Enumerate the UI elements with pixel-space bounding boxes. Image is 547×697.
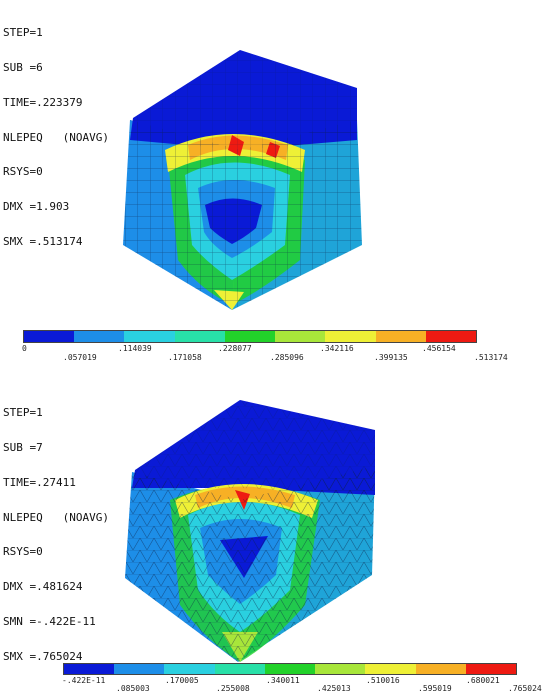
info-line: RSYS=0: [3, 545, 43, 559]
legend-tick: .513174: [474, 353, 508, 362]
legend-color-segment: [275, 331, 326, 342]
info-line: SUB =6: [3, 60, 43, 74]
legend-tick: -.422E-11: [62, 676, 106, 685]
legend-color-segment: [124, 331, 175, 342]
fe-mesh-plot-2: [125, 400, 375, 662]
legend-tick: .255008: [216, 684, 250, 693]
legend-color-segment: [315, 664, 366, 674]
legend-color-segment: [365, 664, 416, 674]
legend-tick: .765024: [508, 684, 542, 693]
legend-color-segment: [24, 331, 75, 342]
legend-color-segment: [375, 331, 426, 342]
legend-color-segment: [465, 664, 516, 674]
legend-tick: .680021: [466, 676, 500, 685]
legend-color-segment: [174, 331, 225, 342]
fe-mesh-plot-1: [123, 50, 362, 310]
info-line: STEP=1: [3, 26, 43, 40]
info-line: NLEPEQ (NOAVG): [3, 510, 109, 524]
info-line: SUB =7: [3, 440, 43, 454]
legend-tick: .228077: [218, 344, 252, 353]
legend-color-segment: [114, 664, 165, 674]
color-legend-bar-1: [23, 330, 477, 343]
info-line: TIME=.223379: [3, 95, 83, 109]
legend-tick: .456154: [422, 344, 456, 353]
result-info-1: STEP=1 SUB =6 TIME=.223379 NLEPEQ (NOAVG…: [3, 4, 109, 271]
color-legend-bar-2: [63, 663, 517, 675]
info-line: SMX =.765024: [3, 649, 83, 663]
legend-tick: 0: [22, 344, 27, 353]
legend-color-segment: [214, 664, 265, 674]
result-panel-2: STEP=1 SUB =7 TIME=.27411 NLEPEQ (NOAVG)…: [0, 370, 547, 697]
info-line: TIME=.27411: [3, 475, 76, 489]
legend-tick: .057019: [63, 353, 97, 362]
legend-tick: .399135: [374, 353, 408, 362]
info-line: DMX =1.903: [3, 200, 70, 214]
info-line: NLEPEQ (NOAVG): [3, 130, 109, 144]
legend-color-segment: [74, 331, 125, 342]
legend-tick: .340011: [266, 676, 300, 685]
info-line: SMX =.513174: [3, 234, 83, 248]
info-line: DMX =.481624: [3, 580, 83, 594]
legend-color-segment: [224, 331, 276, 342]
legend-color-segment: [64, 664, 115, 674]
legend-tick: .085003: [116, 684, 150, 693]
legend-tick: .342116: [320, 344, 354, 353]
info-line: STEP=1: [3, 406, 43, 420]
result-panel-1: STEP=1 SUB =6 TIME=.223379 NLEPEQ (NOAVG…: [3, 4, 508, 362]
legend-color-segment: [264, 664, 316, 674]
legend-tick: .595019: [418, 684, 452, 693]
legend-color-segment: [415, 664, 466, 674]
info-line: RSYS=0: [3, 165, 43, 179]
legend-tick: .171058: [168, 353, 202, 362]
legend-tick: .425013: [317, 684, 351, 693]
result-info-2: STEP=1 SUB =7 TIME=.27411 NLEPEQ (NOAVG)…: [3, 384, 109, 685]
legend-color-segment: [164, 664, 215, 674]
legend-color-segment: [425, 331, 476, 342]
legend-tick: .114039: [118, 344, 152, 353]
info-line: SMN =-.422E-11: [3, 614, 96, 628]
legend-tick: .170005: [165, 676, 199, 685]
legend-tick: .510016: [366, 676, 400, 685]
legend-color-segment: [325, 331, 376, 342]
legend-tick: .285096: [270, 353, 304, 362]
